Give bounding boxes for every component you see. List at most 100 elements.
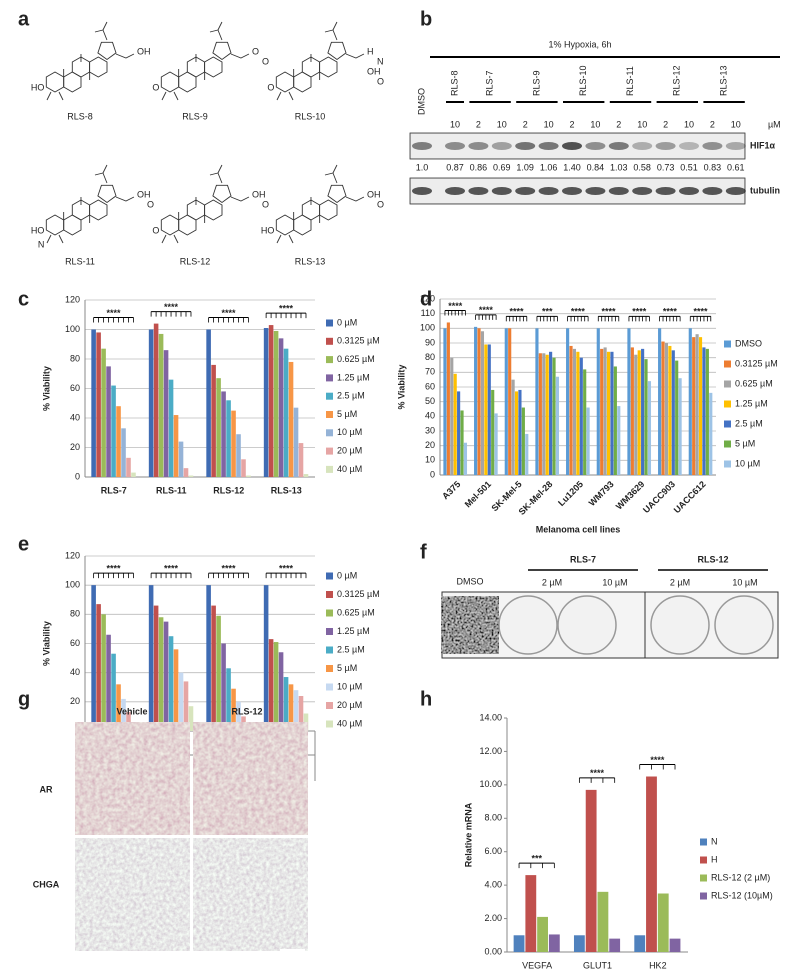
y-tick-label: 120	[65, 294, 80, 304]
quantification: 0.83	[704, 162, 722, 172]
y-tick-label: 20	[425, 440, 435, 450]
bar	[569, 345, 573, 475]
bar	[131, 472, 136, 477]
legend-label: 40 µM	[337, 464, 362, 474]
group-label: RLS-11	[625, 66, 635, 96]
bar	[221, 643, 226, 731]
band	[702, 187, 723, 195]
colony-dose: 2 µM	[670, 577, 690, 587]
bar	[688, 328, 692, 475]
band	[702, 142, 723, 150]
bar	[278, 652, 284, 731]
legend-label: 5 µM	[735, 438, 755, 448]
band	[468, 142, 489, 150]
bar	[668, 345, 672, 475]
panel-letter: h	[420, 688, 432, 710]
bar	[678, 378, 682, 475]
bar	[487, 344, 491, 475]
bar	[231, 688, 236, 731]
y-tick-label: 12.00	[479, 746, 502, 756]
legend-swatch	[326, 665, 333, 672]
bar	[273, 330, 279, 477]
concentration: 10	[544, 119, 554, 129]
legend-label: 0.625 µM	[337, 607, 375, 617]
bar	[173, 649, 179, 731]
legend-swatch	[700, 892, 707, 900]
band	[445, 142, 465, 150]
bar	[537, 916, 548, 952]
atom-label: OH	[367, 66, 381, 76]
significance: ****	[222, 308, 237, 318]
concentration: 10	[637, 119, 647, 129]
bar	[273, 642, 279, 731]
bar	[542, 353, 546, 475]
legend-label: 0.3125 µM	[337, 336, 380, 346]
band	[632, 187, 653, 195]
atom-label: O	[262, 56, 269, 66]
legend-swatch	[326, 337, 333, 345]
panel-letter: g	[18, 688, 30, 710]
bar	[606, 351, 611, 475]
ring	[204, 199, 223, 221]
legend-swatch	[700, 874, 707, 882]
panel-letter: c	[18, 288, 29, 310]
bar	[96, 332, 101, 477]
band	[412, 187, 432, 195]
bar	[246, 475, 251, 477]
legend-label: N	[711, 836, 718, 846]
ring	[45, 71, 65, 93]
significance: ****	[279, 564, 294, 574]
y-tick-label: 40	[425, 411, 435, 421]
structure-name: RLS-13	[295, 256, 326, 266]
bar	[173, 415, 179, 477]
ring	[275, 214, 295, 236]
concentration: 2	[616, 119, 621, 129]
legend-swatch	[724, 420, 731, 428]
y-tick-label: 100	[65, 580, 80, 590]
band	[725, 142, 746, 150]
atom-label: OH	[137, 46, 151, 56]
band	[491, 142, 512, 150]
y-tick-label: 80	[70, 609, 80, 619]
bar	[661, 341, 665, 475]
legend-label: 1.25 µM	[337, 372, 370, 382]
x-tick-label: RLS-7	[101, 485, 127, 495]
bar	[657, 893, 669, 952]
bar	[600, 348, 604, 475]
significance: ****	[632, 307, 647, 317]
bar	[477, 328, 481, 475]
atom-label: O	[252, 46, 259, 56]
legend-label: RLS-12 (10µM)	[711, 890, 773, 900]
bar	[106, 634, 111, 731]
x-tick-label: RLS-11	[156, 485, 187, 495]
concentration: 2	[710, 119, 715, 129]
bar	[513, 935, 525, 952]
y-tick-label: 20	[70, 696, 80, 706]
bar	[586, 407, 590, 475]
bond	[276, 21, 338, 101]
ring	[212, 184, 232, 204]
legend-label: DMSO	[735, 338, 762, 348]
panel-letter: e	[18, 533, 29, 555]
x-tick-label: RLS-13	[271, 485, 302, 495]
ring	[97, 41, 117, 61]
bar	[111, 653, 116, 731]
y-axis-label: Relative mRNA	[463, 802, 473, 867]
legend-swatch	[326, 628, 333, 635]
legend-label: 10 µM	[337, 427, 362, 437]
y-tick-label: 70	[425, 367, 435, 377]
ihc-row: AR	[40, 784, 53, 794]
legend-swatch	[326, 591, 333, 598]
bar	[178, 441, 184, 477]
bar	[148, 329, 154, 477]
bar	[303, 474, 309, 477]
quantification: 0.61	[727, 162, 745, 172]
panel-letter: a	[18, 8, 30, 30]
bar	[101, 348, 106, 477]
atom-label: HO	[31, 82, 45, 92]
legend-swatch	[326, 646, 333, 654]
x-tick-label: RLS-12	[213, 485, 244, 495]
legend-swatch	[724, 400, 731, 408]
band	[538, 142, 559, 150]
bar	[555, 376, 560, 475]
